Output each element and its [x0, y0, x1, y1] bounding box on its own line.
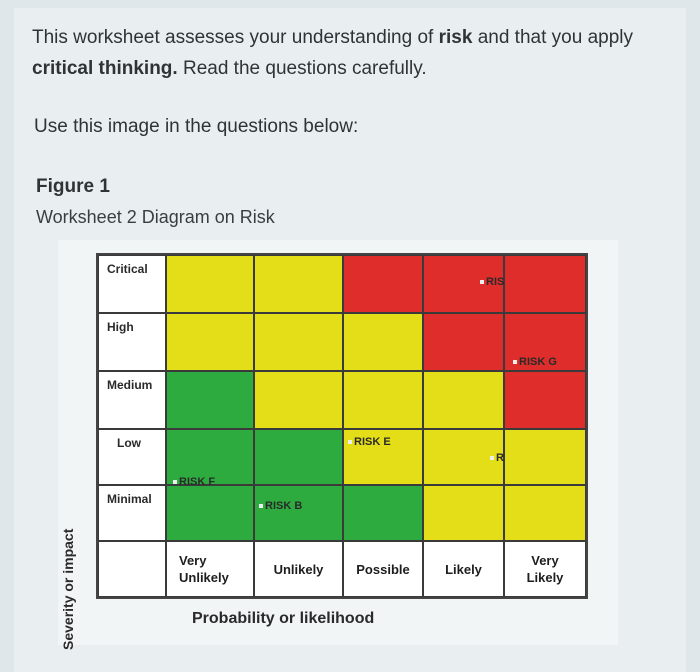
matrix-cell [254, 371, 343, 429]
matrix-cell [343, 255, 423, 313]
matrix-cell [423, 371, 504, 429]
risk-matrix-diagram: Severity or impact Critical RISK C High … [58, 240, 618, 650]
matrix-cell [504, 485, 586, 541]
severity-label-medium: Medium [98, 371, 166, 429]
matrix-cell [343, 371, 423, 429]
figure-subtitle: Worksheet 2 Diagram on Risk [36, 207, 275, 227]
probability-line2: Unlikely [273, 561, 324, 577]
matrix-cell [423, 313, 504, 371]
matrix-cell [504, 429, 586, 485]
use-image-text: Use this image in the questions below: [34, 116, 359, 137]
matrix-cell: RISK G [504, 313, 586, 371]
severity-label-minimal: Minimal [98, 485, 166, 541]
probability-label-very-likely: Very Likely [504, 541, 586, 597]
severity-label-high: High [98, 313, 166, 371]
intro-line1-start: This worksheet assesses your understandi… [32, 27, 439, 48]
matrix-cell [423, 485, 504, 541]
matrix-cell [343, 485, 423, 541]
matrix-cell [166, 255, 254, 313]
x-axis-label: Probability or likelihood [192, 610, 375, 627]
probability-line1: Very [179, 553, 207, 568]
probability-line2: Unlikely [179, 570, 229, 585]
matrix-cell [254, 255, 343, 313]
probability-line2: Likely [526, 570, 564, 585]
matrix-cell: RISK E [343, 429, 423, 485]
severity-text: High [107, 320, 134, 334]
severity-text: Medium [107, 378, 153, 392]
matrix-cell: RISK F [166, 476, 254, 541]
severity-label-critical: Critical [98, 255, 166, 313]
severity-text: Critical [107, 262, 148, 276]
intro-text: This worksheet assesses your understandi… [32, 22, 672, 84]
y-axis-label: Severity or impact [60, 528, 76, 650]
risk-marker-e: RISK E [348, 436, 391, 448]
severity-text: Low [117, 436, 141, 450]
probability-label-unlikely: Unlikely [254, 541, 343, 597]
severity-text: Minimal [107, 492, 152, 506]
risk-label: RISK G [519, 356, 557, 368]
severity-label-low: Low [98, 429, 166, 485]
risk-matrix-grid: Critical RISK C High RISK G Medium Low R… [96, 253, 588, 599]
intro-line2-end: Read the questions carefully. [177, 58, 427, 79]
matrix-corner-cell [98, 541, 166, 597]
risk-marker-f: RISK F [173, 476, 215, 488]
matrix-cell [254, 429, 343, 485]
risk-label: RISK E [354, 436, 391, 448]
matrix-cell [504, 371, 586, 429]
risk-marker-g: RISK G [513, 356, 557, 368]
matrix-cell: RISK D [423, 429, 533, 485]
risk-label: RISK F [179, 476, 216, 488]
matrix-cell [343, 313, 423, 371]
matrix-cell [166, 371, 254, 429]
matrix-cell [254, 313, 343, 371]
intro-bold-critical: critical thinking. [32, 58, 178, 79]
matrix-cell [166, 313, 254, 371]
figure-title: Figure 1 [36, 176, 110, 197]
probability-line2: Possible [356, 561, 410, 577]
risk-label: RISK B [265, 500, 303, 512]
intro-line1-end: and that you apply [472, 27, 633, 48]
probability-label-very-unlikely: Very Unlikely [166, 541, 254, 597]
probability-label-possible: Possible [343, 541, 423, 597]
matrix-cell [504, 255, 586, 313]
probability-label-likely: Likely [423, 541, 504, 597]
probability-line1: Very [531, 553, 559, 568]
risk-marker-b: RISK B [259, 500, 302, 512]
intro-bold-risk: risk [438, 27, 473, 48]
probability-line2: Likely [445, 561, 482, 577]
matrix-cell [166, 429, 254, 485]
matrix-cell: RISK C [423, 255, 523, 313]
matrix-cell: RISK B [254, 485, 343, 541]
